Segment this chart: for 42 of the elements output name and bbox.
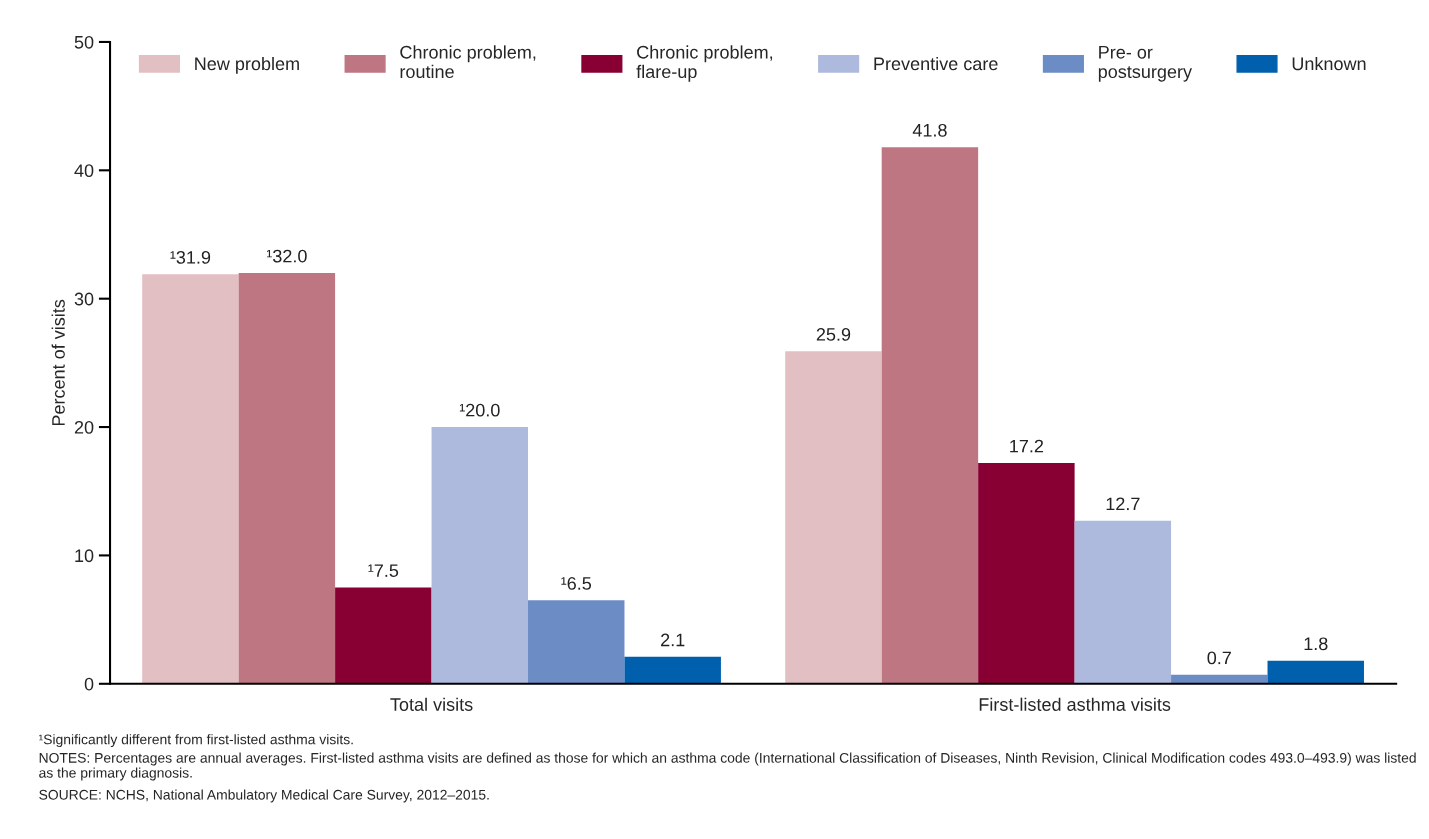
x-tick-label: First-listed asthma visits bbox=[979, 697, 1171, 711]
data-label: 25.9 bbox=[816, 328, 851, 341]
y-tick-label: 50 bbox=[74, 35, 94, 49]
legend-label: New problem bbox=[195, 56, 299, 74]
data-label: ¹6.5 bbox=[561, 577, 592, 590]
data-label: 1.8 bbox=[1304, 637, 1328, 651]
data-label: 12.7 bbox=[1106, 497, 1140, 511]
data-label: 0.7 bbox=[1207, 651, 1231, 665]
bar bbox=[785, 351, 882, 684]
y-tick-label: 10 bbox=[75, 549, 94, 563]
bar bbox=[142, 274, 239, 684]
bar bbox=[528, 600, 625, 684]
bar bbox=[881, 147, 979, 684]
bar bbox=[431, 427, 529, 684]
y-axis-title: Percent of visits bbox=[51, 299, 65, 426]
data-label: 41.8 bbox=[912, 123, 947, 137]
x-tick-label: Total visits bbox=[390, 697, 473, 711]
data-label: 2.1 bbox=[661, 633, 685, 647]
y-tick-label: 0 bbox=[84, 677, 94, 691]
data-label: ¹31.9 bbox=[170, 251, 211, 264]
legend-label: Pre- or postsurgery bbox=[1098, 46, 1192, 82]
data-label: ¹7.5 bbox=[368, 564, 399, 577]
legend-label: Preventive care bbox=[874, 56, 998, 71]
data-label: ¹20.0 bbox=[459, 403, 500, 417]
bar bbox=[1267, 660, 1364, 684]
y-tick-label: 40 bbox=[74, 164, 94, 178]
legend-label: Unknown bbox=[1292, 56, 1366, 71]
bar bbox=[1074, 520, 1172, 684]
data-label: 17.2 bbox=[1010, 439, 1044, 453]
y-tick-label: 20 bbox=[74, 420, 94, 434]
bar bbox=[624, 656, 721, 684]
text: NOTES: Percentages are annual averages. First-listed asthma visits are defined as those for which an asthma code (International Classification of Diseases, Ninth Revision, Clinical Modification codes 493.0–493.9) was listed as the primary diagnosis. bbox=[39, 752, 1416, 781]
bar bbox=[238, 273, 336, 684]
source-note: SOURCE: NCHS, National Ambulatory Medical Care Survey, 2012–2015. bbox=[39, 789, 489, 803]
y-tick-label: 30 bbox=[74, 292, 94, 306]
bar bbox=[978, 462, 1075, 684]
legend-label: Chronic problem, routine bbox=[400, 45, 536, 79]
bar bbox=[335, 587, 432, 684]
legend-label: Chronic problem, flare-up bbox=[636, 45, 773, 82]
text: ¹Significantly different from first-listed asthma visits. bbox=[39, 734, 353, 748]
bar bbox=[1171, 674, 1268, 684]
data-label: ¹32.0 bbox=[267, 249, 307, 263]
